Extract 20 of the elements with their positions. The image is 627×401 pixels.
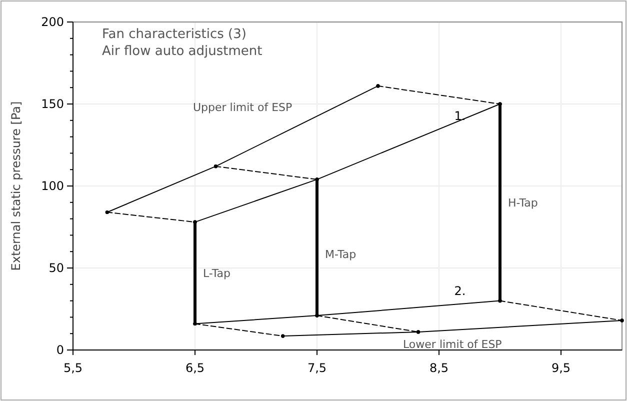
x-tick-label: 7,5	[307, 361, 327, 375]
text: Air flow auto adjustment	[102, 44, 262, 59]
x-tick-label: 8,5	[429, 361, 449, 375]
y-axis-title: External static pressure [Pa]	[9, 101, 23, 271]
series-label: Lower limit of ESP	[403, 338, 502, 352]
x-tick-label: 6,5	[185, 361, 205, 375]
y-tick-label: 200	[41, 15, 64, 30]
y-tick-label: 0	[56, 343, 64, 358]
series-label: M-Tap	[325, 248, 356, 262]
series-label: H-Tap	[508, 196, 538, 210]
chart-title: Fan characteristics (3)	[102, 27, 246, 42]
y-tick-label: 50	[48, 261, 64, 276]
y-tick-label: 150	[41, 97, 64, 112]
annotation: 1.	[454, 109, 466, 124]
x-tick-label: 5,5	[63, 361, 83, 375]
annotation: 2.	[454, 284, 466, 298]
series-label: Upper limit of ESP	[192, 101, 293, 114]
series-label: L-Tap	[203, 266, 231, 280]
x-tick-label: 9,5	[551, 361, 571, 375]
y-tick-label: 100	[41, 179, 64, 194]
